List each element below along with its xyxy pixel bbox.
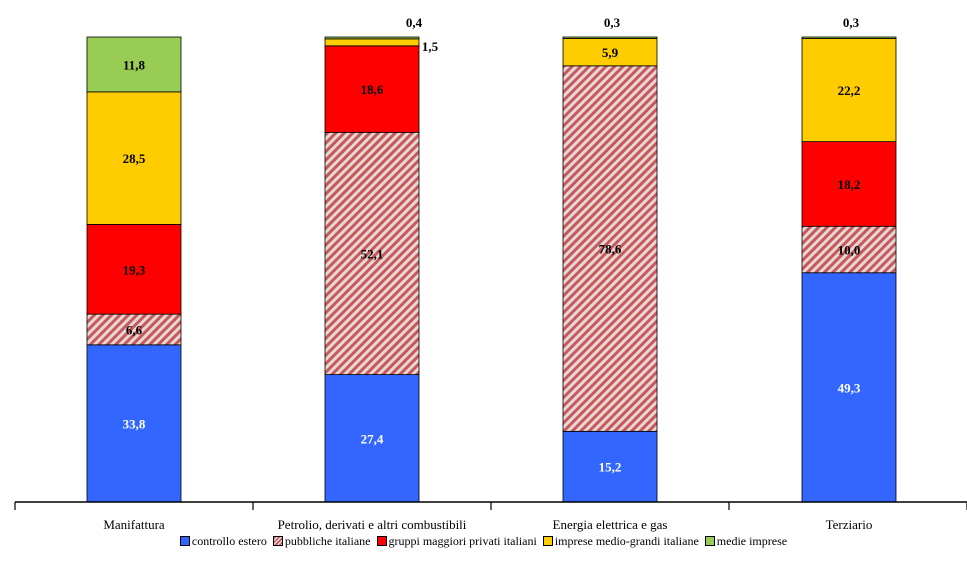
category-label-petrolio-derivati-e-altri-combustibili: Petrolio, derivati e altri combustibili bbox=[278, 517, 467, 532]
data-label-controllo-estero-energia-elettrica-e-gas: 15,2 bbox=[599, 460, 622, 475]
bar-segment-pubbliche-italiane-energia-elettrica-e-gas bbox=[562, 65, 658, 432]
data-label-pubbliche-italiane-manifattura: 6,6 bbox=[126, 322, 143, 337]
legend-item-medie-imprese: medie imprese bbox=[704, 534, 788, 549]
data-label-medie-imprese-manifattura: 11,8 bbox=[123, 57, 146, 72]
legend-item-pubbliche-italiane: pubbliche italiane bbox=[272, 534, 371, 549]
data-label-pubbliche-italiane-terziario: 10,0 bbox=[838, 243, 861, 258]
data-label-pubbliche-italiane-petrolio-derivati-e-altri-combustibili: 52,1 bbox=[361, 246, 384, 261]
x-axis bbox=[14, 501, 967, 510]
bar-segment-gruppi-maggiori-privati-italiani-petrolio-derivati-e-altri-combustibili bbox=[324, 45, 420, 133]
data-label-controllo-estero-petrolio-derivati-e-altri-combustibili: 27,4 bbox=[361, 431, 384, 446]
legend: controllo estero pubbliche italiane gruppi… bbox=[0, 534, 967, 549]
legend-label-pubbliche-italiane: pubbliche italiane bbox=[284, 534, 371, 548]
data-label-imprese-medio-grandi-italiane-energia-elettrica-e-gas: 5,9 bbox=[602, 45, 619, 60]
bar-segment-medie-imprese-energia-elettrica-e-gas bbox=[562, 36, 658, 39]
bar-segment-controllo-estero-petrolio-derivati-e-altri-combustibili bbox=[324, 374, 420, 503]
legend-swatch-gruppi-maggiori-privati-italiani bbox=[376, 536, 387, 547]
bar-segment-imprese-medio-grandi-italiane-energia-elettrica-e-gas bbox=[562, 37, 658, 67]
bar-segment-medie-imprese-manifattura bbox=[86, 36, 182, 93]
bar-segment-medie-imprese-petrolio-derivati-e-altri-combustibili bbox=[324, 36, 420, 40]
category-label-terziario: Terziario bbox=[826, 517, 873, 532]
legend-label-controllo-estero: controllo estero bbox=[191, 534, 267, 548]
bar-segment-controllo-estero-manifattura bbox=[86, 344, 182, 503]
segment-labels-layer: 33,8 6,6 19,3 28,5 11,8 27,4 52,1 18,6 1,5 0,4 15,… bbox=[123, 15, 861, 475]
bar-segment-imprese-medio-grandi-italiane-petrolio-derivati-e-altri-combustibili bbox=[324, 38, 420, 47]
legend-swatch-pubbliche-italiane bbox=[272, 536, 283, 547]
legend-swatch-controllo-estero bbox=[179, 536, 190, 547]
data-label-imprese-medio-grandi-italiane-manifattura: 28,5 bbox=[123, 151, 146, 166]
category-label-energia-elettrica-e-gas: Energia elettrica e gas bbox=[553, 517, 668, 532]
legend-label-imprese-medio-grandi-italiane: imprese medio-grandi italiane bbox=[554, 534, 699, 548]
bar-segment-pubbliche-italiane-manifattura bbox=[86, 313, 182, 346]
bar-segment-pubbliche-italiane-petrolio-derivati-e-altri-combustibili bbox=[324, 131, 420, 375]
legend-label-gruppi-maggiori-privati-italiani: gruppi maggiori privati italiani bbox=[388, 534, 537, 548]
bar-segment-imprese-medio-grandi-italiane-manifattura bbox=[86, 91, 182, 225]
legend-item-imprese-medio-grandi-italiane: imprese medio-grandi italiane bbox=[542, 534, 699, 549]
data-label-imprese-medio-grandi-italiane-terziario: 22,2 bbox=[838, 83, 861, 98]
data-label-gruppi-maggiori-privati-italiani-terziario: 18,2 bbox=[838, 177, 861, 192]
bar-segment-medie-imprese-terziario bbox=[801, 36, 897, 39]
bars-layer bbox=[86, 36, 897, 503]
data-label-gruppi-maggiori-privati-italiani-manifattura: 19,3 bbox=[123, 262, 146, 277]
legend-swatch-imprese-medio-grandi-italiane bbox=[542, 536, 553, 547]
data-label-medie-imprese-energia-elettrica-e-gas: 0,3 bbox=[604, 15, 621, 30]
data-label-medie-imprese-terziario: 0,3 bbox=[843, 15, 860, 30]
legend-item-controllo-estero: controllo estero bbox=[179, 534, 267, 549]
data-label-medie-imprese-petrolio-derivati-e-altri-combustibili: 0,4 bbox=[406, 15, 423, 30]
bar-segment-imprese-medio-grandi-italiane-terziario bbox=[801, 37, 897, 143]
data-label-controllo-estero-manifattura: 33,8 bbox=[123, 416, 146, 431]
bar-segment-pubbliche-italiane-terziario bbox=[801, 225, 897, 274]
data-label-controllo-estero-terziario: 49,3 bbox=[838, 380, 861, 395]
data-label-pubbliche-italiane-energia-elettrica-e-gas: 78,6 bbox=[599, 242, 622, 257]
legend-label-medie-imprese: medie imprese bbox=[716, 534, 788, 548]
data-label-imprese-medio-grandi-italiane-petrolio-derivati-e-altri-combustibili: 1,5 bbox=[422, 39, 439, 54]
category-labels-layer: Manifattura Petrolio, derivati e altri co… bbox=[103, 517, 872, 532]
category-label-manifattura: Manifattura bbox=[103, 517, 165, 532]
data-label-gruppi-maggiori-privati-italiani-petrolio-derivati-e-altri-combustibili: 18,6 bbox=[361, 82, 384, 97]
bar-segment-controllo-estero-terziario bbox=[801, 272, 897, 503]
legend-item-gruppi-maggiori-privati-italiani: gruppi maggiori privati italiani bbox=[376, 534, 537, 549]
legend-swatch-medie-imprese bbox=[704, 536, 715, 547]
